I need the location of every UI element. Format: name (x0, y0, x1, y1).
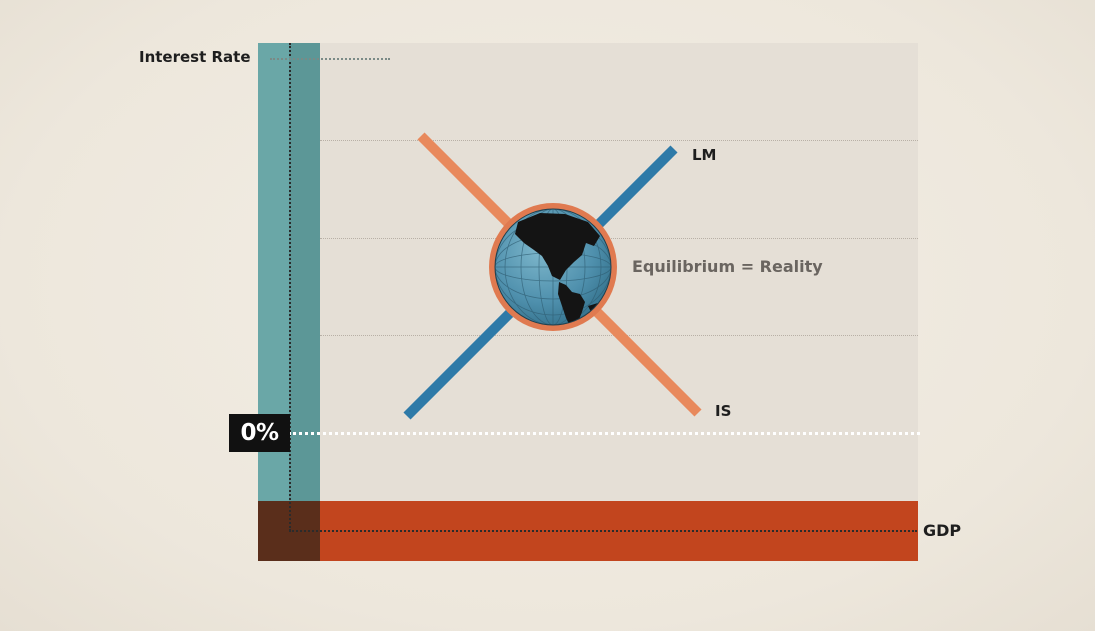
is-curve-label: IS (715, 402, 732, 420)
y-axis-top-tick (270, 58, 390, 60)
y-axis-band-shade (289, 43, 320, 501)
globe-icon (489, 203, 617, 331)
y-axis-line (289, 43, 291, 531)
x-axis-label: GDP (923, 521, 962, 540)
gridline (320, 140, 918, 141)
equilibrium-label: Equilibrium = Reality (632, 257, 823, 276)
x-axis-line (289, 530, 917, 532)
gridline (320, 238, 918, 239)
y-axis-label: Interest Rate (139, 48, 251, 66)
zero-percent-badge: 0% (229, 414, 290, 452)
zero-rate-line (288, 432, 920, 435)
lm-curve-label: LM (692, 146, 717, 164)
